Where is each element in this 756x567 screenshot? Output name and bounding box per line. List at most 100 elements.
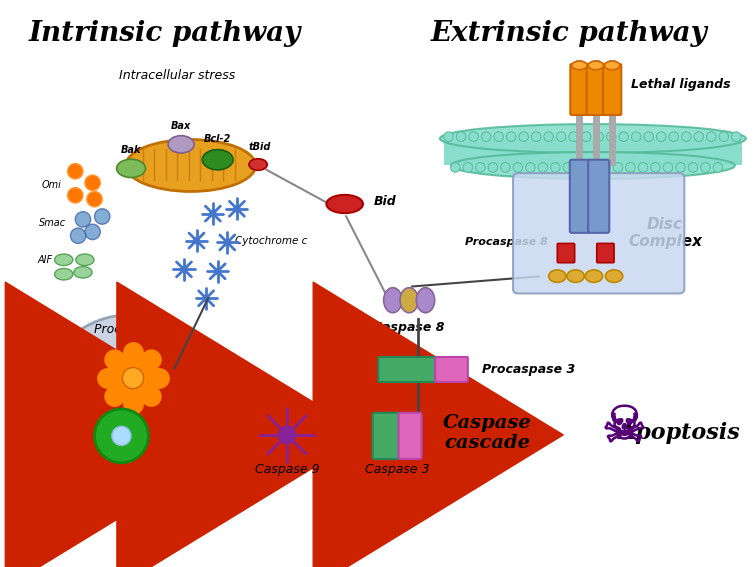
Circle shape <box>613 163 623 172</box>
Ellipse shape <box>203 150 233 170</box>
Text: Procaspase 8: Procaspase 8 <box>465 238 547 247</box>
FancyBboxPatch shape <box>557 243 575 263</box>
Ellipse shape <box>606 270 623 282</box>
Text: Bid: Bid <box>373 194 396 208</box>
Circle shape <box>112 426 131 446</box>
FancyBboxPatch shape <box>588 160 609 233</box>
Circle shape <box>631 132 641 141</box>
Circle shape <box>488 163 497 172</box>
Circle shape <box>676 163 685 172</box>
Circle shape <box>469 132 479 141</box>
Circle shape <box>507 132 516 141</box>
FancyBboxPatch shape <box>435 357 468 382</box>
Circle shape <box>594 132 603 141</box>
FancyBboxPatch shape <box>596 243 614 263</box>
Ellipse shape <box>383 287 402 313</box>
Ellipse shape <box>74 266 92 278</box>
Circle shape <box>550 163 560 172</box>
Circle shape <box>644 132 653 141</box>
Text: Procaspase 9: Procaspase 9 <box>94 323 178 336</box>
Circle shape <box>87 192 102 207</box>
FancyBboxPatch shape <box>378 357 435 382</box>
Text: Caspase
cascade: Caspase cascade <box>443 413 531 452</box>
Text: Disc
Complex: Disc Complex <box>628 217 702 249</box>
Circle shape <box>575 163 585 172</box>
Ellipse shape <box>440 124 746 153</box>
Circle shape <box>513 163 522 172</box>
Circle shape <box>588 163 598 172</box>
Text: Smac: Smac <box>39 218 66 229</box>
Text: Caspase 8: Caspase 8 <box>373 320 445 333</box>
Text: Intracellular stress: Intracellular stress <box>119 69 235 82</box>
Circle shape <box>538 163 547 172</box>
Circle shape <box>581 132 591 141</box>
Text: Bak: Bak <box>121 145 141 155</box>
Circle shape <box>600 163 610 172</box>
Circle shape <box>444 132 454 141</box>
Circle shape <box>719 132 729 141</box>
Ellipse shape <box>585 270 603 282</box>
Circle shape <box>209 210 216 217</box>
Circle shape <box>94 209 110 224</box>
Text: Omi: Omi <box>42 180 62 190</box>
Circle shape <box>277 425 296 445</box>
Circle shape <box>193 237 200 244</box>
Circle shape <box>638 163 648 172</box>
Circle shape <box>663 163 673 172</box>
Circle shape <box>706 132 716 141</box>
Ellipse shape <box>605 61 620 70</box>
Circle shape <box>70 228 86 243</box>
Circle shape <box>531 132 541 141</box>
Circle shape <box>76 211 91 227</box>
Circle shape <box>85 175 101 191</box>
Circle shape <box>732 132 741 141</box>
Circle shape <box>122 367 144 389</box>
Circle shape <box>85 224 101 240</box>
Circle shape <box>494 132 503 141</box>
Circle shape <box>701 163 711 172</box>
Text: Caspase 3: Caspase 3 <box>365 463 430 476</box>
Circle shape <box>556 132 566 141</box>
Circle shape <box>569 132 578 141</box>
Ellipse shape <box>116 159 145 177</box>
Circle shape <box>203 295 210 302</box>
Circle shape <box>619 132 628 141</box>
Circle shape <box>67 163 83 179</box>
Text: Extrinsic pathway: Extrinsic pathway <box>430 20 707 47</box>
Text: Bax: Bax <box>171 121 191 131</box>
Text: Apoptosis: Apoptosis <box>618 422 740 444</box>
Ellipse shape <box>249 159 267 170</box>
Ellipse shape <box>54 268 73 280</box>
Ellipse shape <box>572 61 587 70</box>
Circle shape <box>519 132 528 141</box>
Text: AIF: AIF <box>37 255 52 265</box>
Ellipse shape <box>549 270 566 282</box>
Circle shape <box>626 163 635 172</box>
FancyBboxPatch shape <box>587 64 605 115</box>
Circle shape <box>94 409 148 463</box>
FancyBboxPatch shape <box>603 64 621 115</box>
Circle shape <box>67 188 83 203</box>
Circle shape <box>457 132 466 141</box>
Circle shape <box>482 132 491 141</box>
Ellipse shape <box>168 136 194 153</box>
Circle shape <box>606 132 616 141</box>
Circle shape <box>451 163 460 172</box>
FancyBboxPatch shape <box>398 413 422 459</box>
Text: Lethal ligands: Lethal ligands <box>631 78 731 91</box>
Circle shape <box>656 132 666 141</box>
Text: tBid: tBid <box>249 142 271 152</box>
Ellipse shape <box>417 287 435 313</box>
FancyBboxPatch shape <box>570 160 591 233</box>
Ellipse shape <box>76 254 94 265</box>
Circle shape <box>681 132 691 141</box>
Circle shape <box>214 268 222 275</box>
Circle shape <box>233 205 240 213</box>
Circle shape <box>563 163 573 172</box>
Text: Cytochrome c: Cytochrome c <box>235 235 308 246</box>
Circle shape <box>525 163 535 172</box>
Circle shape <box>694 132 704 141</box>
Ellipse shape <box>567 270 584 282</box>
Circle shape <box>669 132 679 141</box>
Text: Bcl-2: Bcl-2 <box>204 134 231 143</box>
